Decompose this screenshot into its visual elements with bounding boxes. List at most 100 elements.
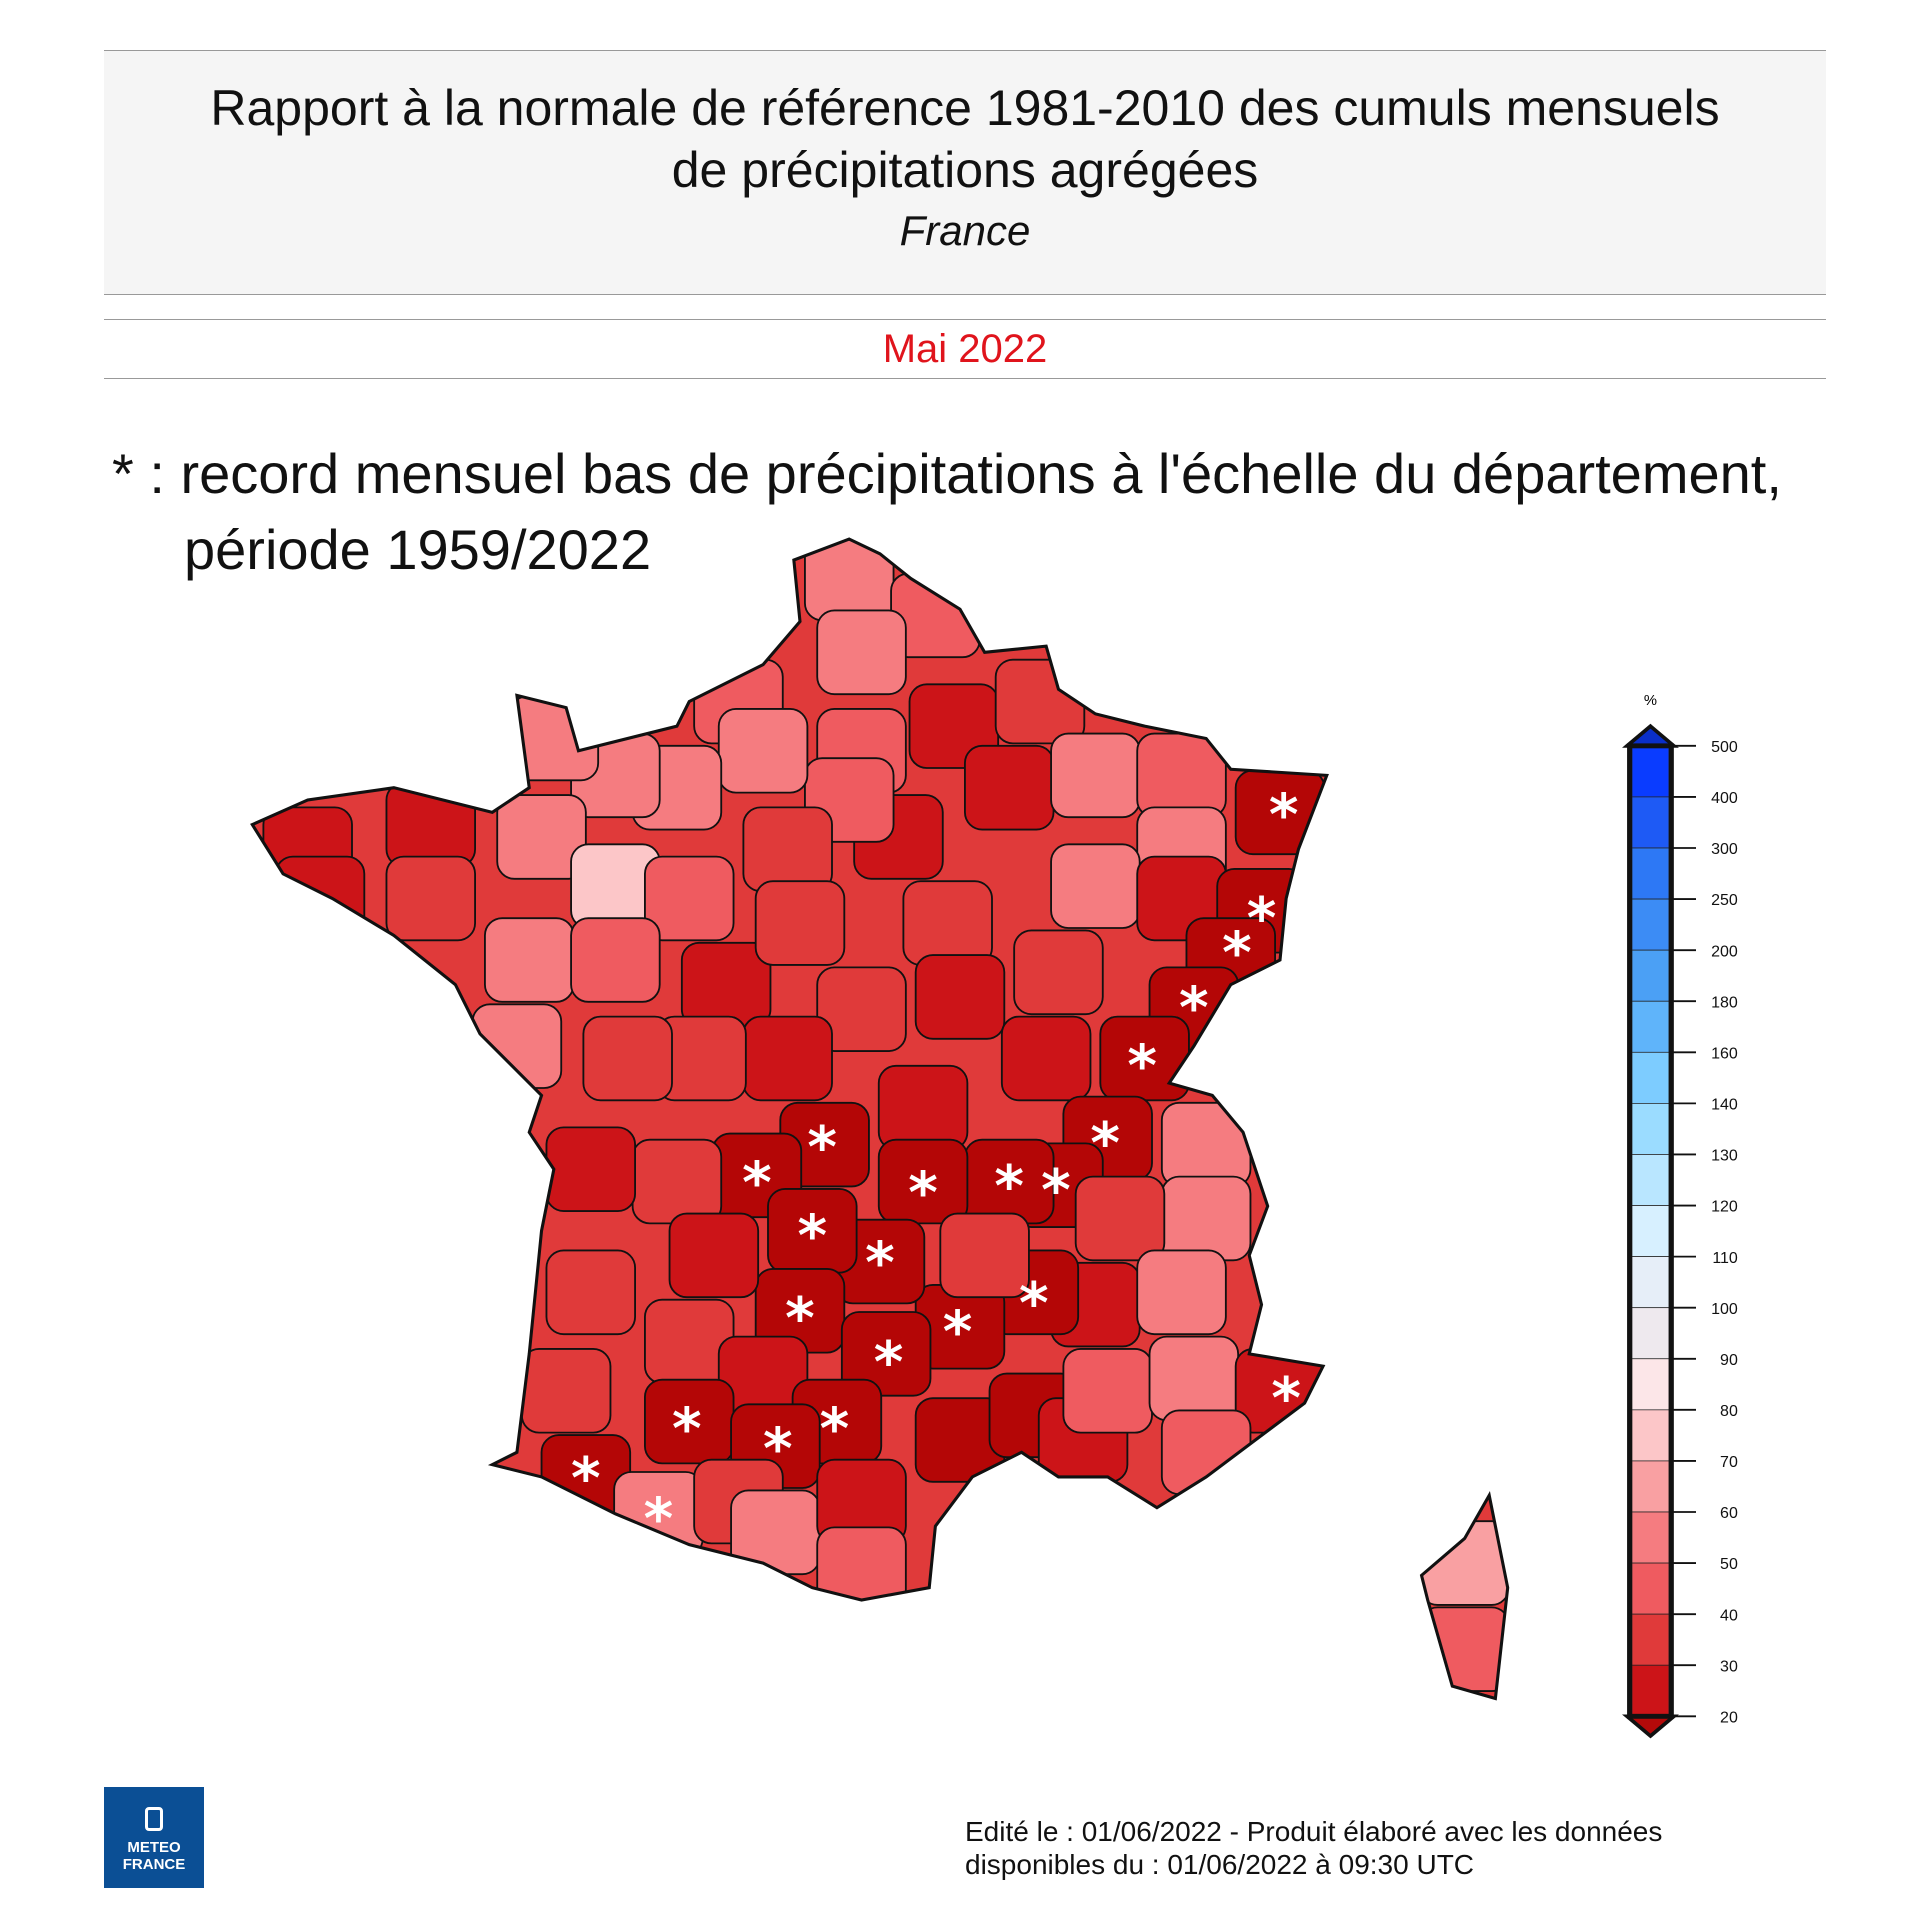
legend-unit: % xyxy=(1644,693,1657,709)
footer-line-1: Edité le : 01/06/2022 - Produit élaboré … xyxy=(965,1816,1663,1847)
department xyxy=(1074,1175,1166,1262)
legend-tick-label: 60 xyxy=(1720,1505,1738,1522)
department xyxy=(902,880,993,966)
logo-text-2: FRANCE xyxy=(122,1856,186,1873)
legend-swatch xyxy=(1631,1000,1670,1053)
department xyxy=(877,1138,969,1225)
record-marker: * xyxy=(644,1486,674,1552)
record-note: * : record mensuel bas de précipitations… xyxy=(112,436,1782,588)
record-marker: * xyxy=(874,1330,904,1396)
legend-arrow-bottom xyxy=(1622,1714,1679,1739)
record-markers-layer: ************ ** ****** *** xyxy=(571,782,1301,1552)
legend-tick-label: 40 xyxy=(1720,1607,1738,1624)
department xyxy=(840,1311,932,1397)
note-line-2: période 1959/2022 xyxy=(184,518,652,581)
legend-swatch xyxy=(1631,1562,1670,1615)
legend-tick-label: 120 xyxy=(1711,1199,1738,1216)
department xyxy=(570,917,661,1003)
record-marker: * xyxy=(807,1115,837,1181)
department xyxy=(914,954,1006,1040)
department xyxy=(545,1249,637,1336)
legend-tick-label: 100 xyxy=(1711,1301,1738,1318)
department xyxy=(582,1015,673,1102)
department xyxy=(742,806,833,892)
legend-swatch xyxy=(1631,796,1670,849)
legend-tick-label: 70 xyxy=(1720,1454,1738,1471)
legend-tick-label: 20 xyxy=(1720,1709,1738,1726)
department xyxy=(644,855,735,942)
color-legend: % 500 400 300 250 200 180 160 140 130 120 110 100 90 8… xyxy=(1622,693,1738,1739)
record-marker: * xyxy=(1019,1271,1049,1337)
legend-tick-label: 400 xyxy=(1711,790,1738,807)
record-marker: * xyxy=(571,1446,601,1512)
record-marker: * xyxy=(943,1299,973,1365)
department xyxy=(816,609,907,696)
department xyxy=(385,781,476,868)
legend-tick-label: 250 xyxy=(1711,892,1738,909)
legend-swatch xyxy=(1631,1511,1670,1564)
record-marker: * xyxy=(1269,782,1299,848)
department xyxy=(742,1015,833,1102)
legend-swatch xyxy=(1631,1205,1670,1257)
department xyxy=(484,917,575,1003)
department xyxy=(754,880,846,966)
record-marker: * xyxy=(1179,976,1209,1042)
logo-text-1: METEO xyxy=(127,1839,181,1856)
department xyxy=(496,794,587,880)
footer-info: Edité le : 01/06/2022 - Produit élaboré … xyxy=(965,1815,1662,1881)
department xyxy=(471,1003,563,1089)
department xyxy=(1013,929,1104,1016)
footer-line-2: disponibles du : 01/06/2022 à 09:30 UTC xyxy=(965,1849,1475,1880)
legend-swatch xyxy=(1631,1358,1670,1411)
legend-swatch xyxy=(1631,898,1670,951)
legend-swatch xyxy=(1631,949,1670,1002)
legend-tick-label: 50 xyxy=(1720,1556,1738,1573)
meteo-france-logo: METEO FRANCE xyxy=(104,1787,204,1888)
meteo-france-logo-icon xyxy=(145,1807,163,1831)
legend-swatch xyxy=(1631,1051,1670,1104)
department xyxy=(1160,1175,1252,1262)
record-marker: * xyxy=(1041,1158,1071,1224)
legend-tick-label: 30 xyxy=(1720,1658,1738,1675)
department xyxy=(1148,1335,1240,1422)
title-header: Rapport à la normale de référence 1981-2… xyxy=(104,50,1826,295)
record-marker: * xyxy=(1090,1111,1120,1177)
legend-tick-label: 90 xyxy=(1720,1352,1738,1369)
department xyxy=(939,1212,1030,1299)
legend-tick-label: 110 xyxy=(1712,1250,1738,1267)
record-marker: * xyxy=(1222,920,1252,986)
departments-layer xyxy=(252,539,1508,1699)
region-label: France xyxy=(899,207,1031,254)
legend-swatch xyxy=(1631,1256,1670,1309)
record-marker: * xyxy=(1127,1034,1157,1100)
map-title: Rapport à la normale de référence 1981-2… xyxy=(104,77,1826,201)
legend-tick-label: 160 xyxy=(1711,1045,1738,1062)
department xyxy=(717,708,809,794)
department xyxy=(631,1138,723,1225)
record-marker: * xyxy=(994,1154,1024,1220)
department xyxy=(1136,1249,1227,1336)
record-marker: * xyxy=(672,1397,702,1463)
record-marker: * xyxy=(763,1416,793,1482)
note-line-1: * : record mensuel bas de précipitations… xyxy=(112,442,1782,505)
record-marker: * xyxy=(798,1203,828,1269)
legend-tick-label: 500 xyxy=(1711,739,1738,756)
legend-swatch xyxy=(1631,847,1670,900)
legend-swatch xyxy=(1631,1613,1670,1666)
legend-tick-label: 140 xyxy=(1711,1097,1738,1114)
record-marker: * xyxy=(820,1397,850,1463)
department xyxy=(1062,1348,1153,1434)
department xyxy=(994,658,1086,745)
record-marker: * xyxy=(785,1286,815,1352)
department xyxy=(668,1212,760,1299)
department xyxy=(274,855,366,942)
department xyxy=(877,1064,969,1151)
legend-frame xyxy=(1627,743,1674,1719)
department xyxy=(730,1489,821,1576)
department xyxy=(385,855,476,942)
record-marker: * xyxy=(1247,886,1277,952)
legend-tick-label: 130 xyxy=(1711,1148,1738,1165)
record-marker: * xyxy=(1271,1366,1301,1432)
department xyxy=(1050,843,1141,929)
